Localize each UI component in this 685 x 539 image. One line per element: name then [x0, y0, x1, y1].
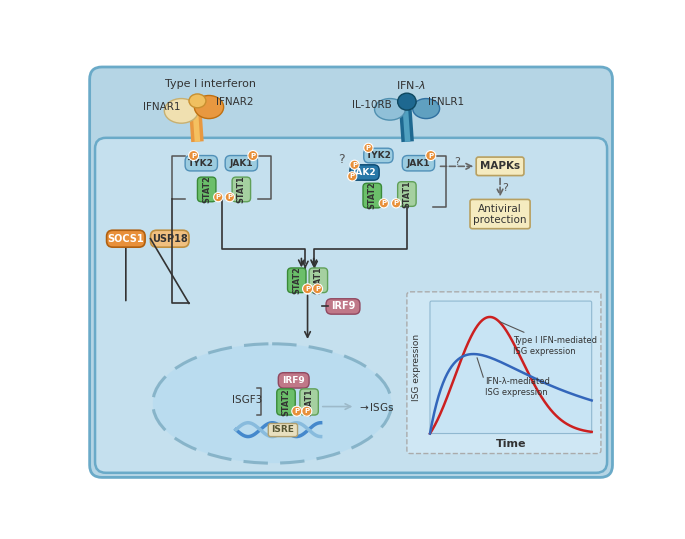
FancyBboxPatch shape: [326, 299, 360, 314]
FancyBboxPatch shape: [288, 268, 306, 293]
FancyBboxPatch shape: [278, 372, 309, 388]
Text: P: P: [382, 201, 386, 206]
Circle shape: [188, 150, 199, 161]
Text: STAT1: STAT1: [237, 176, 246, 203]
Circle shape: [248, 150, 258, 161]
Circle shape: [392, 199, 401, 208]
Ellipse shape: [195, 95, 223, 119]
Text: P: P: [304, 408, 310, 414]
Text: STAT2: STAT2: [202, 176, 211, 203]
Circle shape: [347, 172, 357, 181]
Text: STAT1: STAT1: [305, 388, 314, 416]
FancyBboxPatch shape: [470, 199, 530, 229]
Text: P: P: [352, 162, 357, 168]
Circle shape: [292, 406, 302, 416]
Text: ?: ?: [454, 157, 460, 167]
FancyBboxPatch shape: [407, 292, 601, 453]
Text: STAT2: STAT2: [368, 182, 377, 210]
FancyBboxPatch shape: [364, 148, 393, 163]
FancyBboxPatch shape: [309, 268, 327, 293]
Text: IFNAR2: IFNAR2: [216, 96, 254, 107]
Ellipse shape: [398, 93, 416, 110]
Circle shape: [302, 406, 312, 416]
Text: IRF9: IRF9: [282, 376, 305, 385]
Text: P: P: [305, 286, 310, 292]
FancyBboxPatch shape: [350, 165, 379, 180]
Text: ?: ?: [338, 153, 345, 166]
Ellipse shape: [189, 94, 206, 108]
Text: MAPKs: MAPKs: [480, 161, 520, 171]
Text: IL-10RB: IL-10RB: [352, 100, 392, 110]
Text: P: P: [191, 153, 196, 158]
Text: Time: Time: [495, 439, 526, 450]
Text: Type I interferon: Type I interferon: [165, 79, 256, 88]
Circle shape: [303, 284, 312, 294]
Text: STAT1: STAT1: [314, 266, 323, 294]
Circle shape: [426, 150, 436, 161]
Text: JAK2: JAK2: [353, 168, 376, 177]
Text: JAK1: JAK1: [229, 159, 253, 168]
FancyBboxPatch shape: [402, 156, 434, 171]
FancyBboxPatch shape: [232, 177, 251, 202]
Text: P: P: [394, 201, 399, 206]
Text: $\rightarrow$ISGs: $\rightarrow$ISGs: [357, 400, 395, 412]
Ellipse shape: [375, 99, 406, 120]
Text: Antiviral: Antiviral: [478, 204, 522, 215]
Text: Type I IFN-mediated
ISG expression: Type I IFN-mediated ISG expression: [500, 322, 597, 356]
Text: P: P: [295, 408, 299, 414]
FancyBboxPatch shape: [277, 389, 295, 415]
FancyBboxPatch shape: [151, 230, 189, 247]
Text: SOCS1: SOCS1: [108, 234, 144, 244]
Text: ISRE: ISRE: [271, 425, 295, 434]
FancyBboxPatch shape: [95, 138, 607, 473]
Circle shape: [350, 160, 359, 169]
Text: STAT2: STAT2: [292, 266, 301, 294]
Text: IFNLR1: IFNLR1: [428, 96, 464, 107]
Circle shape: [379, 199, 388, 208]
Text: P: P: [349, 174, 355, 179]
Circle shape: [364, 143, 373, 153]
Text: IFN-$\lambda$: IFN-$\lambda$: [396, 79, 425, 91]
FancyBboxPatch shape: [300, 389, 319, 415]
Text: protection: protection: [473, 215, 527, 225]
FancyBboxPatch shape: [269, 424, 297, 437]
Text: P: P: [366, 145, 371, 151]
Text: STAT2: STAT2: [282, 388, 290, 416]
Text: USP18: USP18: [152, 234, 188, 244]
FancyBboxPatch shape: [90, 67, 612, 478]
Circle shape: [214, 192, 223, 202]
Circle shape: [312, 284, 323, 294]
FancyBboxPatch shape: [185, 156, 217, 171]
Text: TYK2: TYK2: [366, 151, 391, 160]
Text: IFN-λ-mediated
ISG expression: IFN-λ-mediated ISG expression: [485, 377, 549, 397]
Text: ?: ?: [501, 183, 508, 193]
Text: P: P: [227, 194, 232, 200]
FancyBboxPatch shape: [197, 177, 216, 202]
Text: TYK2: TYK2: [188, 159, 214, 168]
Text: IFNAR1: IFNAR1: [143, 102, 181, 112]
Text: P: P: [216, 194, 221, 200]
FancyBboxPatch shape: [398, 182, 416, 206]
Text: ISG expression: ISG expression: [412, 334, 421, 401]
FancyBboxPatch shape: [107, 230, 145, 247]
Ellipse shape: [412, 99, 440, 119]
Text: IRF9: IRF9: [331, 301, 355, 312]
FancyBboxPatch shape: [430, 301, 592, 433]
Text: P: P: [428, 153, 434, 158]
FancyBboxPatch shape: [363, 183, 382, 208]
Text: ISGF3: ISGF3: [232, 395, 262, 405]
Ellipse shape: [164, 99, 198, 123]
Circle shape: [225, 192, 234, 202]
Text: P: P: [250, 153, 256, 158]
Ellipse shape: [153, 344, 392, 463]
Text: P: P: [315, 286, 320, 292]
Text: JAK1: JAK1: [407, 159, 430, 168]
FancyBboxPatch shape: [225, 156, 258, 171]
FancyBboxPatch shape: [476, 157, 524, 176]
Text: STAT1: STAT1: [402, 180, 412, 208]
